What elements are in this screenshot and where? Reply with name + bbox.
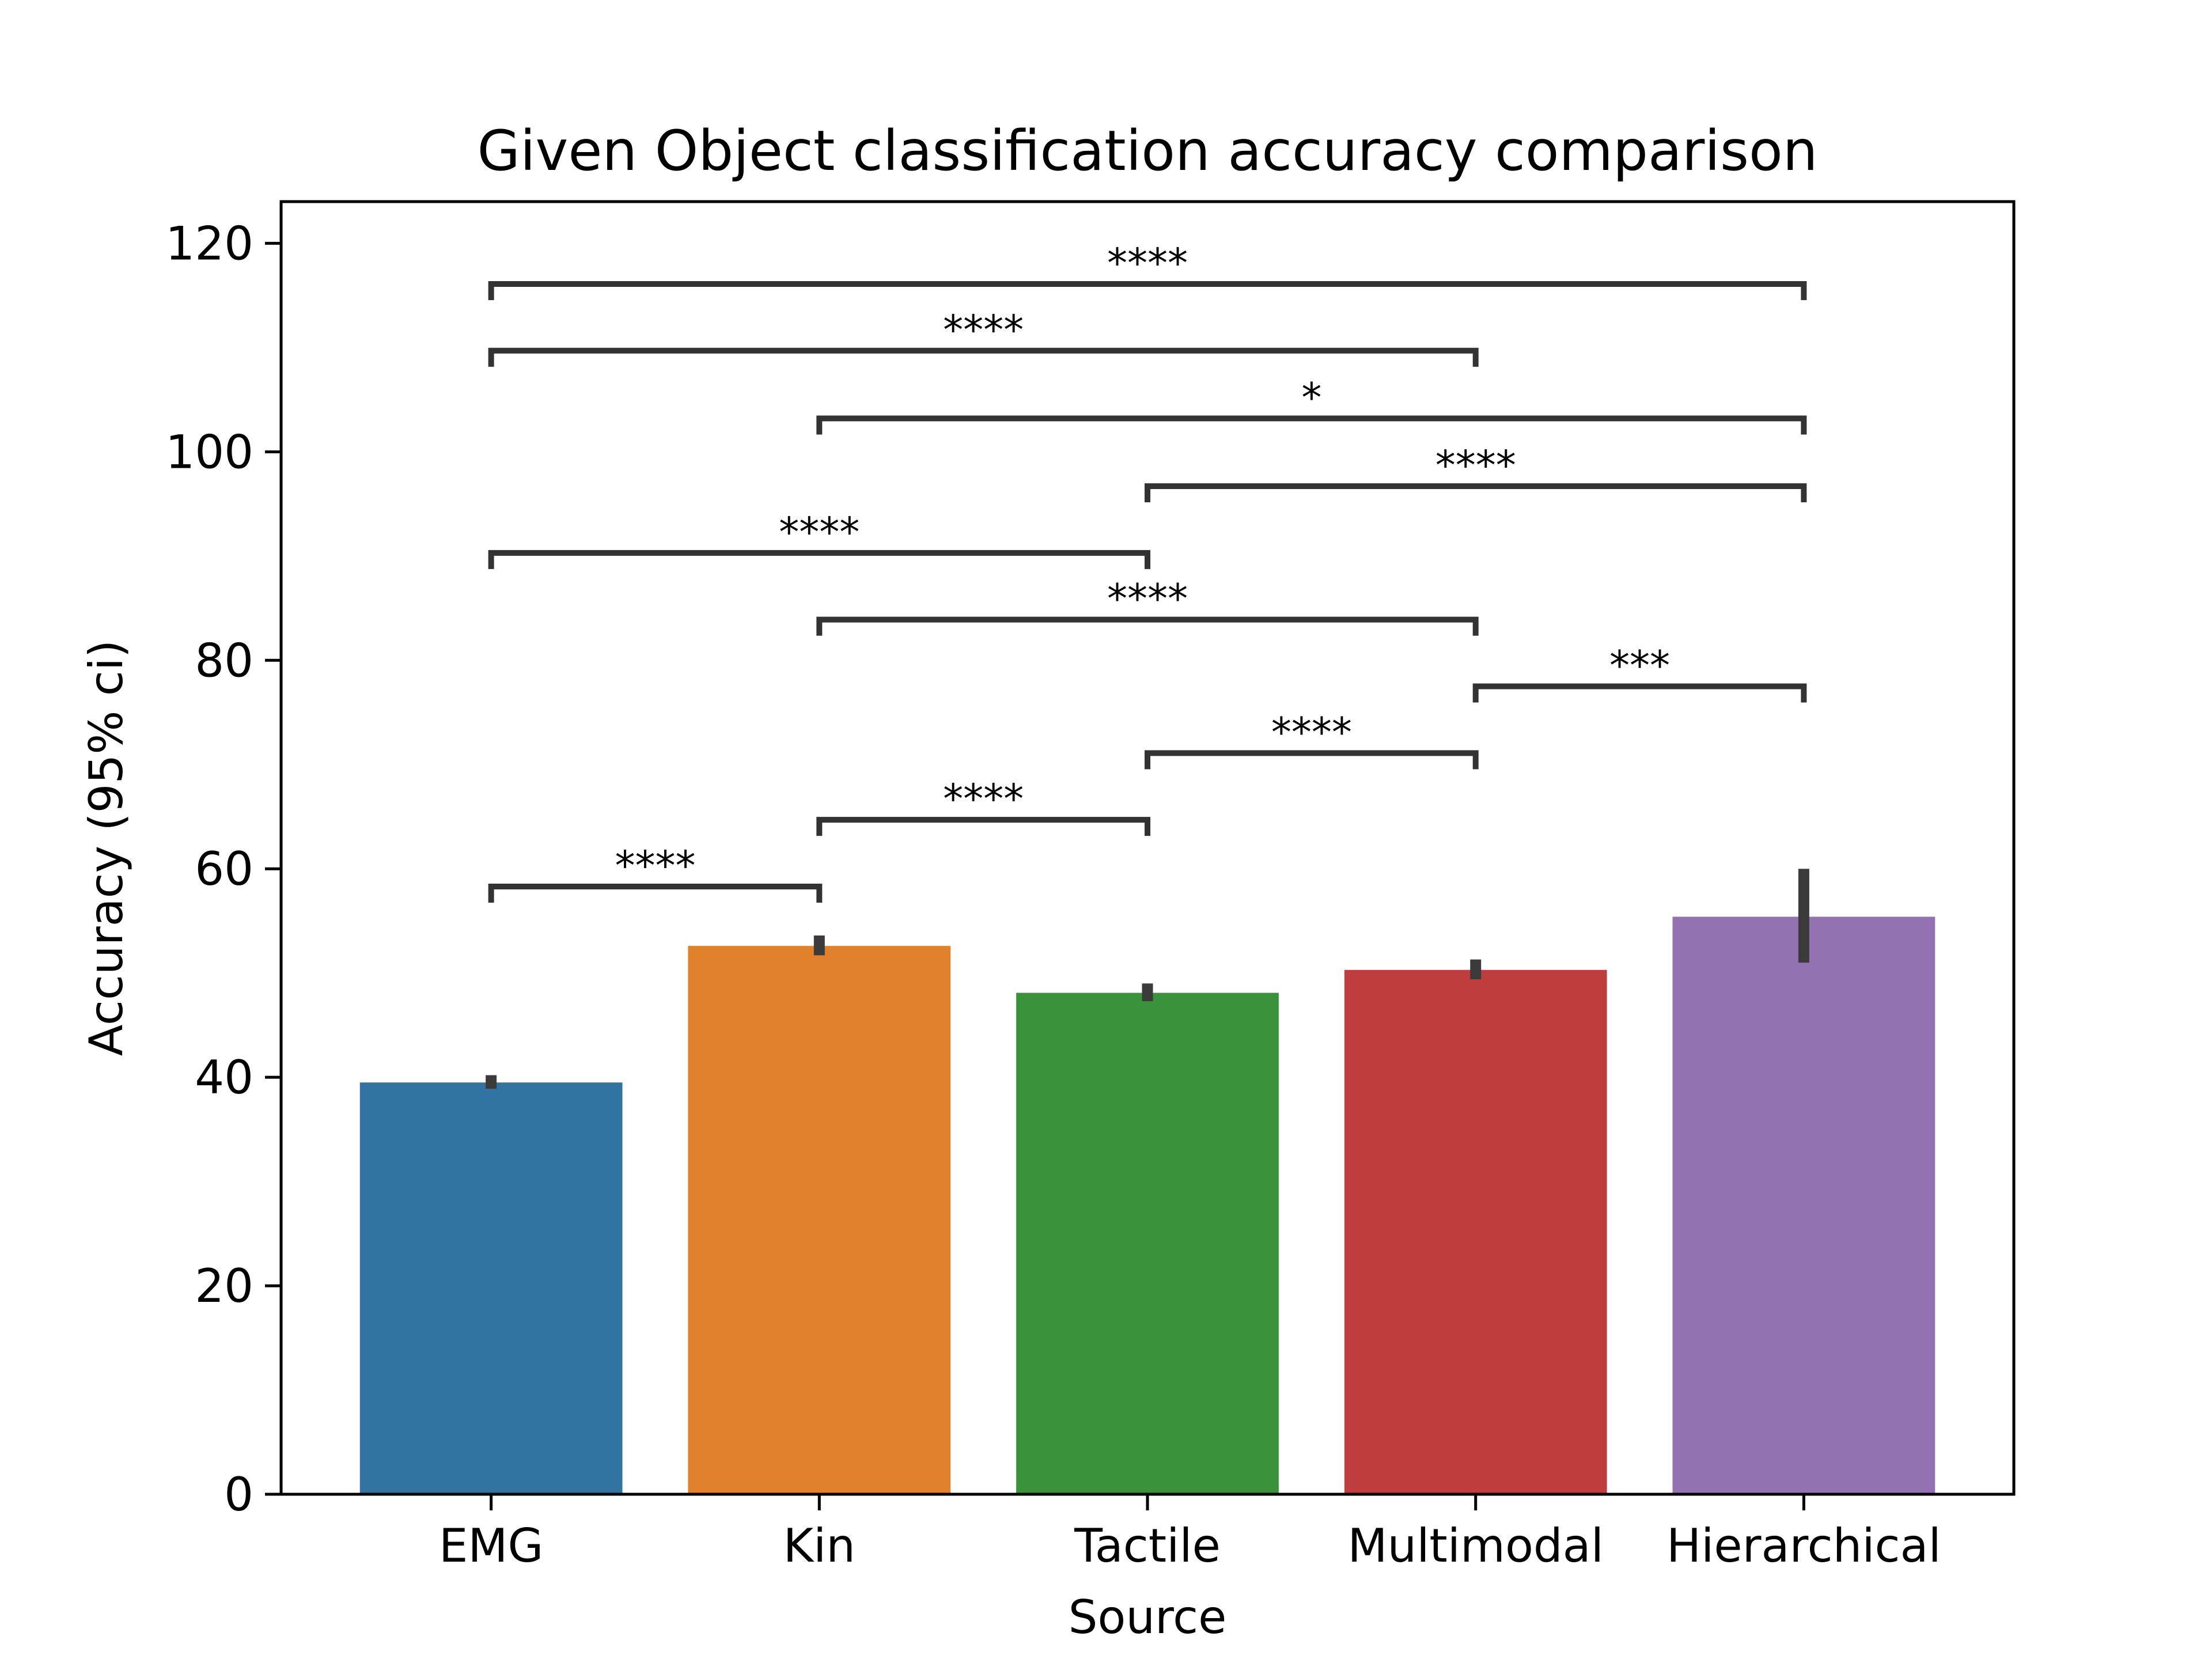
bar-tactile <box>1016 993 1279 1494</box>
bar-hierarchical <box>1672 916 1936 1494</box>
bracket-line <box>488 281 1807 300</box>
significance-bracket: * <box>816 374 1807 435</box>
significance-label: **** <box>1435 442 1516 489</box>
significance-label: **** <box>943 775 1024 823</box>
x-tick-label: Kin <box>783 1519 855 1573</box>
bracket-line <box>1472 683 1807 703</box>
bracket-line <box>816 817 1150 836</box>
y-tick-label: 40 <box>195 1051 253 1104</box>
x-axis-label: Source <box>1069 1590 1227 1644</box>
x-tick-label: Hierarchical <box>1666 1519 1941 1573</box>
significance-bracket: **** <box>1145 442 1807 503</box>
bracket-line <box>1145 750 1479 770</box>
bracket-line <box>488 550 1150 569</box>
y-tick-label: 100 <box>165 425 253 479</box>
bar-emg <box>359 1082 623 1494</box>
bracket-line <box>816 415 1807 435</box>
significance-bracket: *** <box>1472 642 1807 703</box>
significance-bracket: **** <box>488 509 1150 569</box>
y-tick-label: 20 <box>195 1259 253 1313</box>
bracket-line <box>488 347 1479 367</box>
significance-bracket: **** <box>488 306 1479 367</box>
significance-label: *** <box>1609 642 1670 690</box>
significance-label: **** <box>779 509 859 556</box>
significance-bracket: **** <box>488 842 823 903</box>
y-tick-label: 80 <box>195 634 253 687</box>
y-axis: 0 20 40 60 80 100 120 <box>165 217 281 1521</box>
bracket-line <box>488 883 823 903</box>
chart-title: Given Object classification accuracy com… <box>477 119 1817 183</box>
significance-bracket: **** <box>1145 709 1479 770</box>
error-bars <box>486 869 1809 1089</box>
significance-label: **** <box>1107 575 1188 623</box>
bar-multimodal <box>1344 969 1607 1494</box>
bars <box>359 916 1936 1494</box>
y-axis-label: Accuracy (95% ci) <box>79 640 133 1056</box>
y-tick-label: 120 <box>165 217 253 270</box>
bracket-line <box>816 616 1479 636</box>
x-axis: EMG Kin Tactile Multimodal Hierarchical <box>439 1494 1941 1573</box>
significance-bracket: **** <box>488 240 1807 300</box>
y-tick-label: 0 <box>224 1468 253 1521</box>
x-tick-label: Multimodal <box>1347 1519 1603 1573</box>
significance-label: **** <box>943 306 1024 354</box>
significance-label: **** <box>615 842 695 889</box>
y-tick-label: 60 <box>195 842 253 896</box>
significance-annotations: ************************************ <box>488 240 1807 903</box>
bracket-line <box>1145 483 1807 503</box>
x-tick-label: Tactile <box>1074 1519 1221 1573</box>
significance-bracket: **** <box>816 575 1479 636</box>
significance-label: * <box>1301 374 1321 421</box>
significance-bracket: **** <box>816 775 1150 836</box>
bar-kin <box>688 946 951 1494</box>
significance-label: **** <box>1271 709 1352 756</box>
x-tick-label: EMG <box>439 1519 544 1573</box>
significance-label: **** <box>1107 240 1188 287</box>
